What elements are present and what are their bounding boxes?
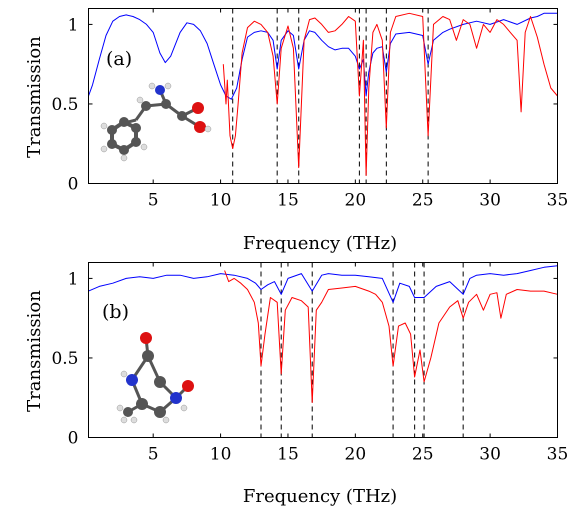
dashed-reference-lines [260, 262, 464, 438]
plot-frame [88, 262, 558, 438]
y-tick-label: 0 [68, 175, 79, 195]
x-tick-label: 15 [277, 191, 299, 211]
x-tick-label: 35 [547, 445, 569, 465]
series-line [224, 270, 558, 403]
x-tick-label: 5 [148, 445, 159, 465]
x-axis-label: Frequency (THz) [243, 233, 397, 254]
x-tick-label: 20 [345, 191, 367, 211]
x-tick-label: 25 [412, 191, 434, 211]
x-tick-label: 30 [479, 445, 501, 465]
x-tick-label: 30 [479, 191, 501, 211]
y-tick-label: 1 [68, 269, 79, 289]
x-tick-label: 35 [547, 191, 569, 211]
panel-label: (a) [106, 48, 132, 70]
axis-ticks [88, 8, 558, 184]
x-axis-label: Frequency (THz) [243, 486, 397, 507]
phenylalanine-molecule-image [100, 82, 212, 162]
tick-labels: 5 10 15 20 25 30 35 0 0.5 1 [51, 269, 568, 464]
y-axis-label: Transmission [24, 36, 45, 158]
series-line [88, 265, 558, 303]
x-tick-label: 5 [148, 191, 159, 211]
x-tick-label: 15 [277, 445, 299, 465]
plot-frame [88, 8, 558, 184]
y-tick-label: 0 [68, 429, 79, 449]
panel-b: Transmission Frequency (THz) 5 10 15 20 25 30… [24, 262, 568, 507]
tick-labels: 5 10 15 20 25 30 35 0 0.5 1 [51, 15, 568, 210]
data-series [88, 265, 558, 403]
y-tick-label: 0.5 [51, 95, 78, 115]
y-axis-label: Transmission [24, 290, 45, 412]
dashed-reference-lines [232, 8, 429, 184]
series-line [222, 12, 558, 176]
thymine-molecule-image [116, 332, 194, 424]
y-tick-label: 0.5 [51, 349, 78, 369]
y-tick-label: 1 [68, 15, 79, 35]
x-tick-label: 10 [210, 191, 232, 211]
series-line [88, 12, 558, 100]
data-series [88, 12, 558, 176]
x-tick-label: 20 [345, 445, 367, 465]
x-tick-label: 10 [210, 445, 232, 465]
panel-a: Transmission Frequency (THz) 5 10 15 20 25 30… [24, 8, 568, 254]
panel-label: (b) [102, 301, 129, 323]
x-tick-label: 25 [412, 445, 434, 465]
